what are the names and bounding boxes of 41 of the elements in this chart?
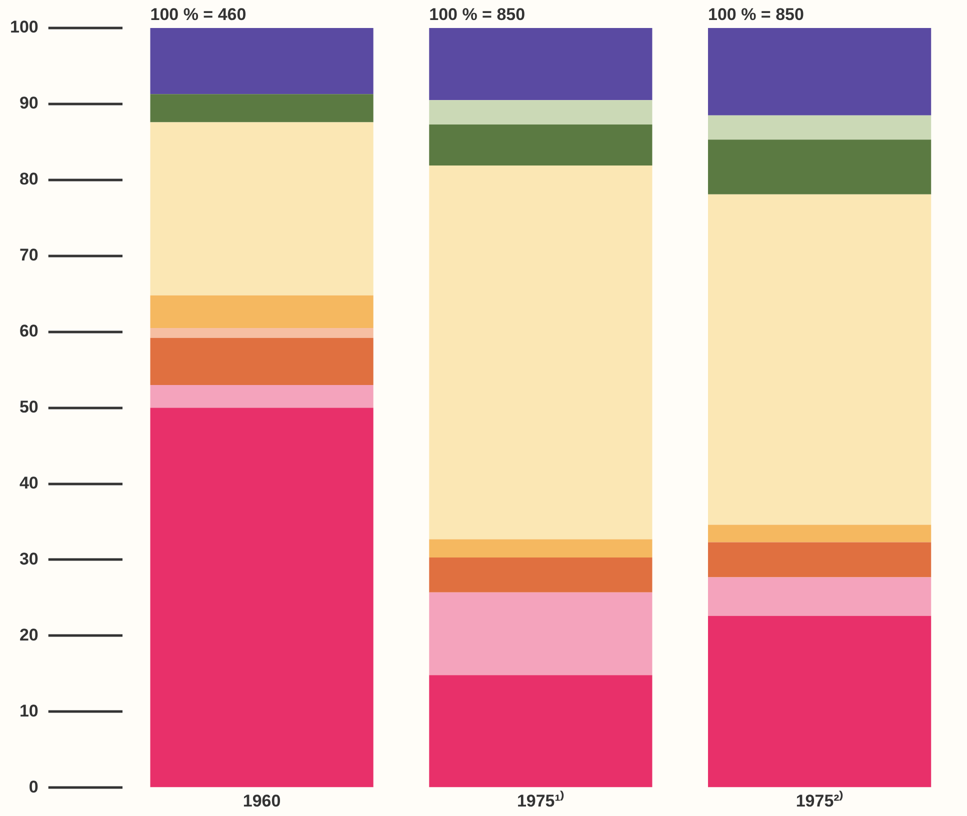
y-tick-label: 10 — [19, 701, 38, 720]
total-label: 100 % = 850 — [429, 5, 526, 24]
bar — [150, 338, 374, 386]
bar — [708, 28, 932, 116]
bar — [150, 408, 374, 788]
bar — [150, 122, 374, 296]
x-tick-label: 1975¹⁾ — [516, 790, 564, 810]
y-tick-label: 40 — [19, 473, 38, 492]
bar — [429, 165, 652, 540]
y-tick-label: 70 — [19, 246, 38, 265]
bar — [708, 194, 932, 525]
bar — [429, 675, 652, 788]
y-tick-label: 90 — [19, 94, 38, 113]
bar — [429, 557, 652, 592]
bar — [150, 94, 374, 122]
bar — [429, 592, 652, 676]
y-tick-label: 100 — [10, 18, 38, 37]
y-tick-label: 20 — [19, 625, 38, 644]
y-tick-label: 30 — [19, 549, 38, 568]
bar — [429, 100, 652, 124]
y-tick-label: 0 — [28, 777, 38, 796]
x-tick-label: 1960 — [242, 791, 281, 810]
y-tick-label: 60 — [19, 322, 38, 341]
bar — [429, 28, 652, 100]
y-tick-label: 50 — [19, 397, 38, 416]
bar — [150, 328, 374, 338]
bar — [708, 524, 932, 542]
bar — [708, 140, 932, 194]
y-tick-label: 80 — [19, 170, 38, 189]
bar — [708, 577, 932, 616]
bar — [150, 385, 374, 408]
total-label: 100 % = 460 — [150, 5, 246, 24]
bar — [708, 115, 932, 140]
bar — [708, 542, 932, 578]
total-label: 100 % = 850 — [708, 5, 804, 24]
bar — [150, 295, 374, 328]
bar — [150, 28, 374, 94]
bar — [429, 124, 652, 166]
x-tick-label: 1975²⁾ — [796, 790, 844, 810]
bar — [429, 539, 652, 558]
bar — [708, 616, 932, 788]
